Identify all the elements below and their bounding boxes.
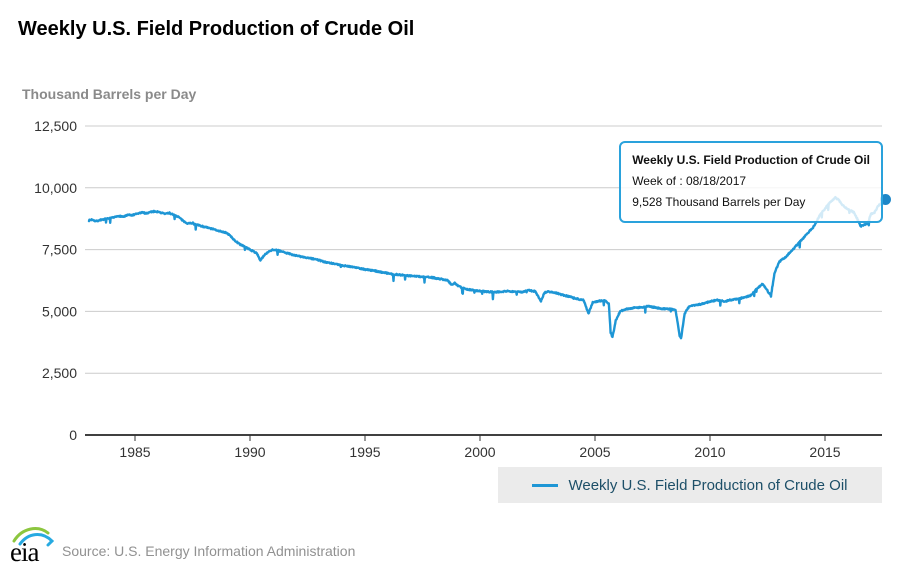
y-tick-label: 0 [69, 427, 77, 443]
y-tick-label: 12,500 [34, 118, 77, 134]
x-tick-label: 2005 [579, 444, 610, 460]
x-tick-label: 2010 [694, 444, 725, 460]
y-tick-label: 2,500 [42, 365, 77, 381]
eia-logo[interactable]: eia [8, 524, 56, 566]
y-tick-label: 7,500 [42, 242, 77, 258]
legend[interactable]: Weekly U.S. Field Production of Crude Oi… [498, 467, 882, 503]
hover-tooltip: Weekly U.S. Field Production of Crude Oi… [619, 141, 883, 223]
x-tick-label: 1985 [119, 444, 150, 460]
tooltip-week: Week of : 08/18/2017 [632, 174, 747, 188]
tooltip-value: 9,528 Thousand Barrels per Day [632, 195, 806, 209]
legend-line-swatch-icon [532, 483, 559, 487]
production-line-series[interactable] [87, 195, 887, 340]
x-tick-label: 2015 [809, 444, 840, 460]
x-tick-label: 1990 [234, 444, 265, 460]
x-tick-label: 2000 [464, 444, 495, 460]
legend-label: Weekly U.S. Field Production of Crude Oi… [568, 476, 848, 494]
tooltip-series-title: Weekly U.S. Field Production of Crude Oi… [632, 153, 870, 167]
y-tick-label: 5,000 [42, 303, 77, 319]
eia-logo-text: eia [10, 537, 39, 566]
y-axis-units-label: Thousand Barrels per Day [22, 86, 197, 102]
page-title: Weekly U.S. Field Production of Crude Oi… [18, 18, 415, 40]
y-tick-label: 10,000 [34, 180, 77, 196]
x-tick-label: 1995 [349, 444, 380, 460]
source-attribution: Source: U.S. Energy Information Administ… [62, 543, 356, 559]
